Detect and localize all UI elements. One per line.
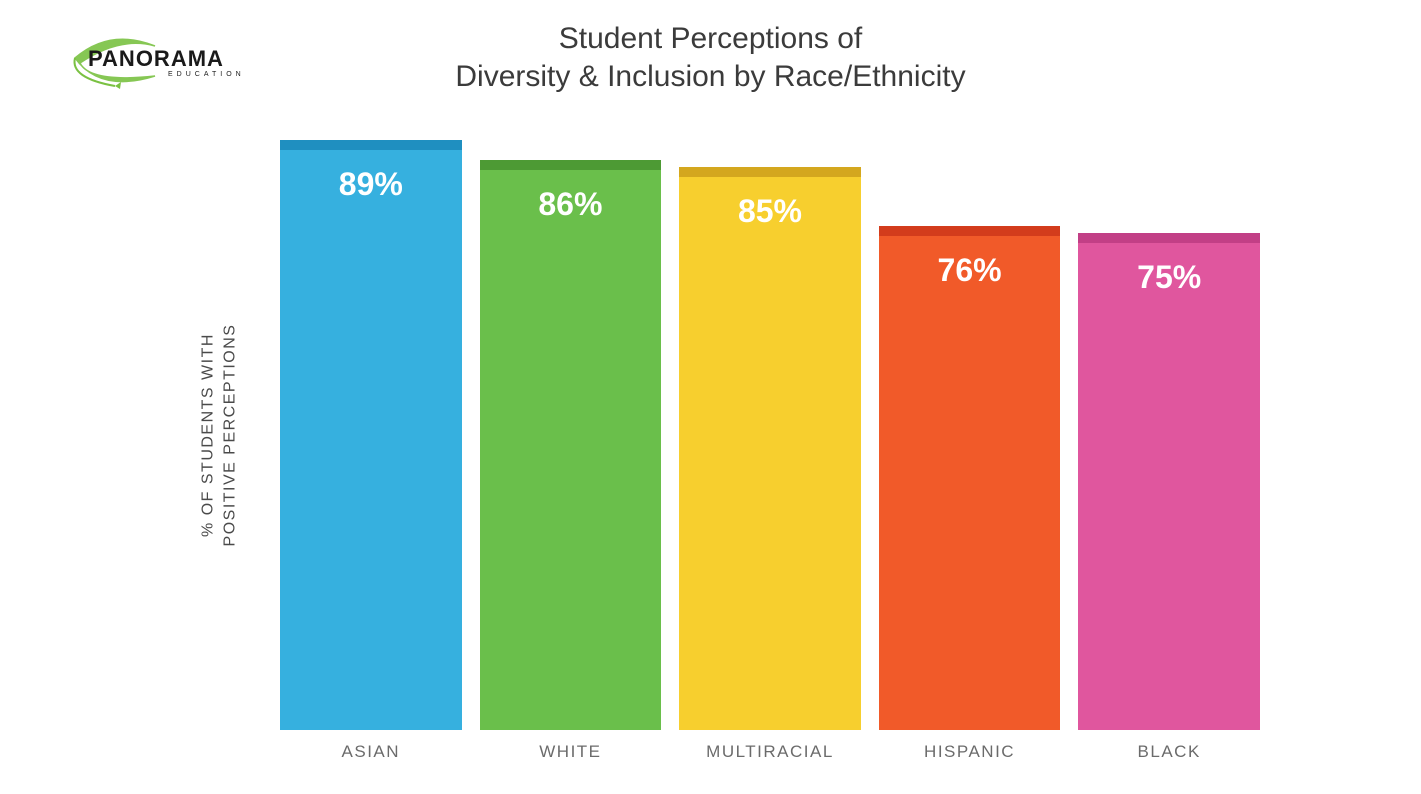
chart-title-line1: Student Perceptions of: [0, 20, 1421, 58]
bar-cap: [879, 226, 1061, 236]
bar: 86%: [480, 160, 662, 730]
bar: 75%: [1078, 233, 1260, 730]
bar-value-label: 89%: [280, 166, 462, 203]
bar-slot: 76%: [879, 140, 1061, 730]
x-axis-category-label: HISPANIC: [879, 742, 1061, 762]
y-axis-label-line1: % OF STUDENTS WITH: [198, 324, 220, 547]
bar-slot: 89%: [280, 140, 462, 730]
x-axis-category-label: WHITE: [480, 742, 662, 762]
bar-cap: [280, 140, 462, 150]
chart-title: Student Perceptions of Diversity & Inclu…: [0, 20, 1421, 95]
bar-slot: 86%: [480, 140, 662, 730]
bar: 85%: [679, 167, 861, 730]
bar-slot: 85%: [679, 140, 861, 730]
bar-value-label: 86%: [480, 186, 662, 223]
bars-container: 89% 86% 85% 76% 75%: [280, 140, 1260, 730]
bar-cap: [1078, 233, 1260, 243]
x-axis-category-label: MULTIRACIAL: [679, 742, 861, 762]
y-axis-label: % OF STUDENTS WITH POSITIVE PERCEPTIONS: [198, 324, 243, 547]
chart-plot-area: % OF STUDENTS WITH POSITIVE PERCEPTIONS …: [280, 140, 1260, 730]
bar-cap: [480, 160, 662, 170]
x-axis-category-label: BLACK: [1078, 742, 1260, 762]
bar-value-label: 75%: [1078, 259, 1260, 296]
bar: 89%: [280, 140, 462, 730]
bar-value-label: 76%: [879, 252, 1061, 289]
bar: 76%: [879, 226, 1061, 730]
y-axis-label-line2: POSITIVE PERCEPTIONS: [220, 324, 242, 547]
bar-slot: 75%: [1078, 140, 1260, 730]
x-axis-category-label: ASIAN: [280, 742, 462, 762]
chart-title-line2: Diversity & Inclusion by Race/Ethnicity: [0, 58, 1421, 96]
bar-value-label: 85%: [679, 193, 861, 230]
x-axis-labels: ASIAN WHITE MULTIRACIAL HISPANIC BLACK: [280, 742, 1260, 762]
bar-cap: [679, 167, 861, 177]
